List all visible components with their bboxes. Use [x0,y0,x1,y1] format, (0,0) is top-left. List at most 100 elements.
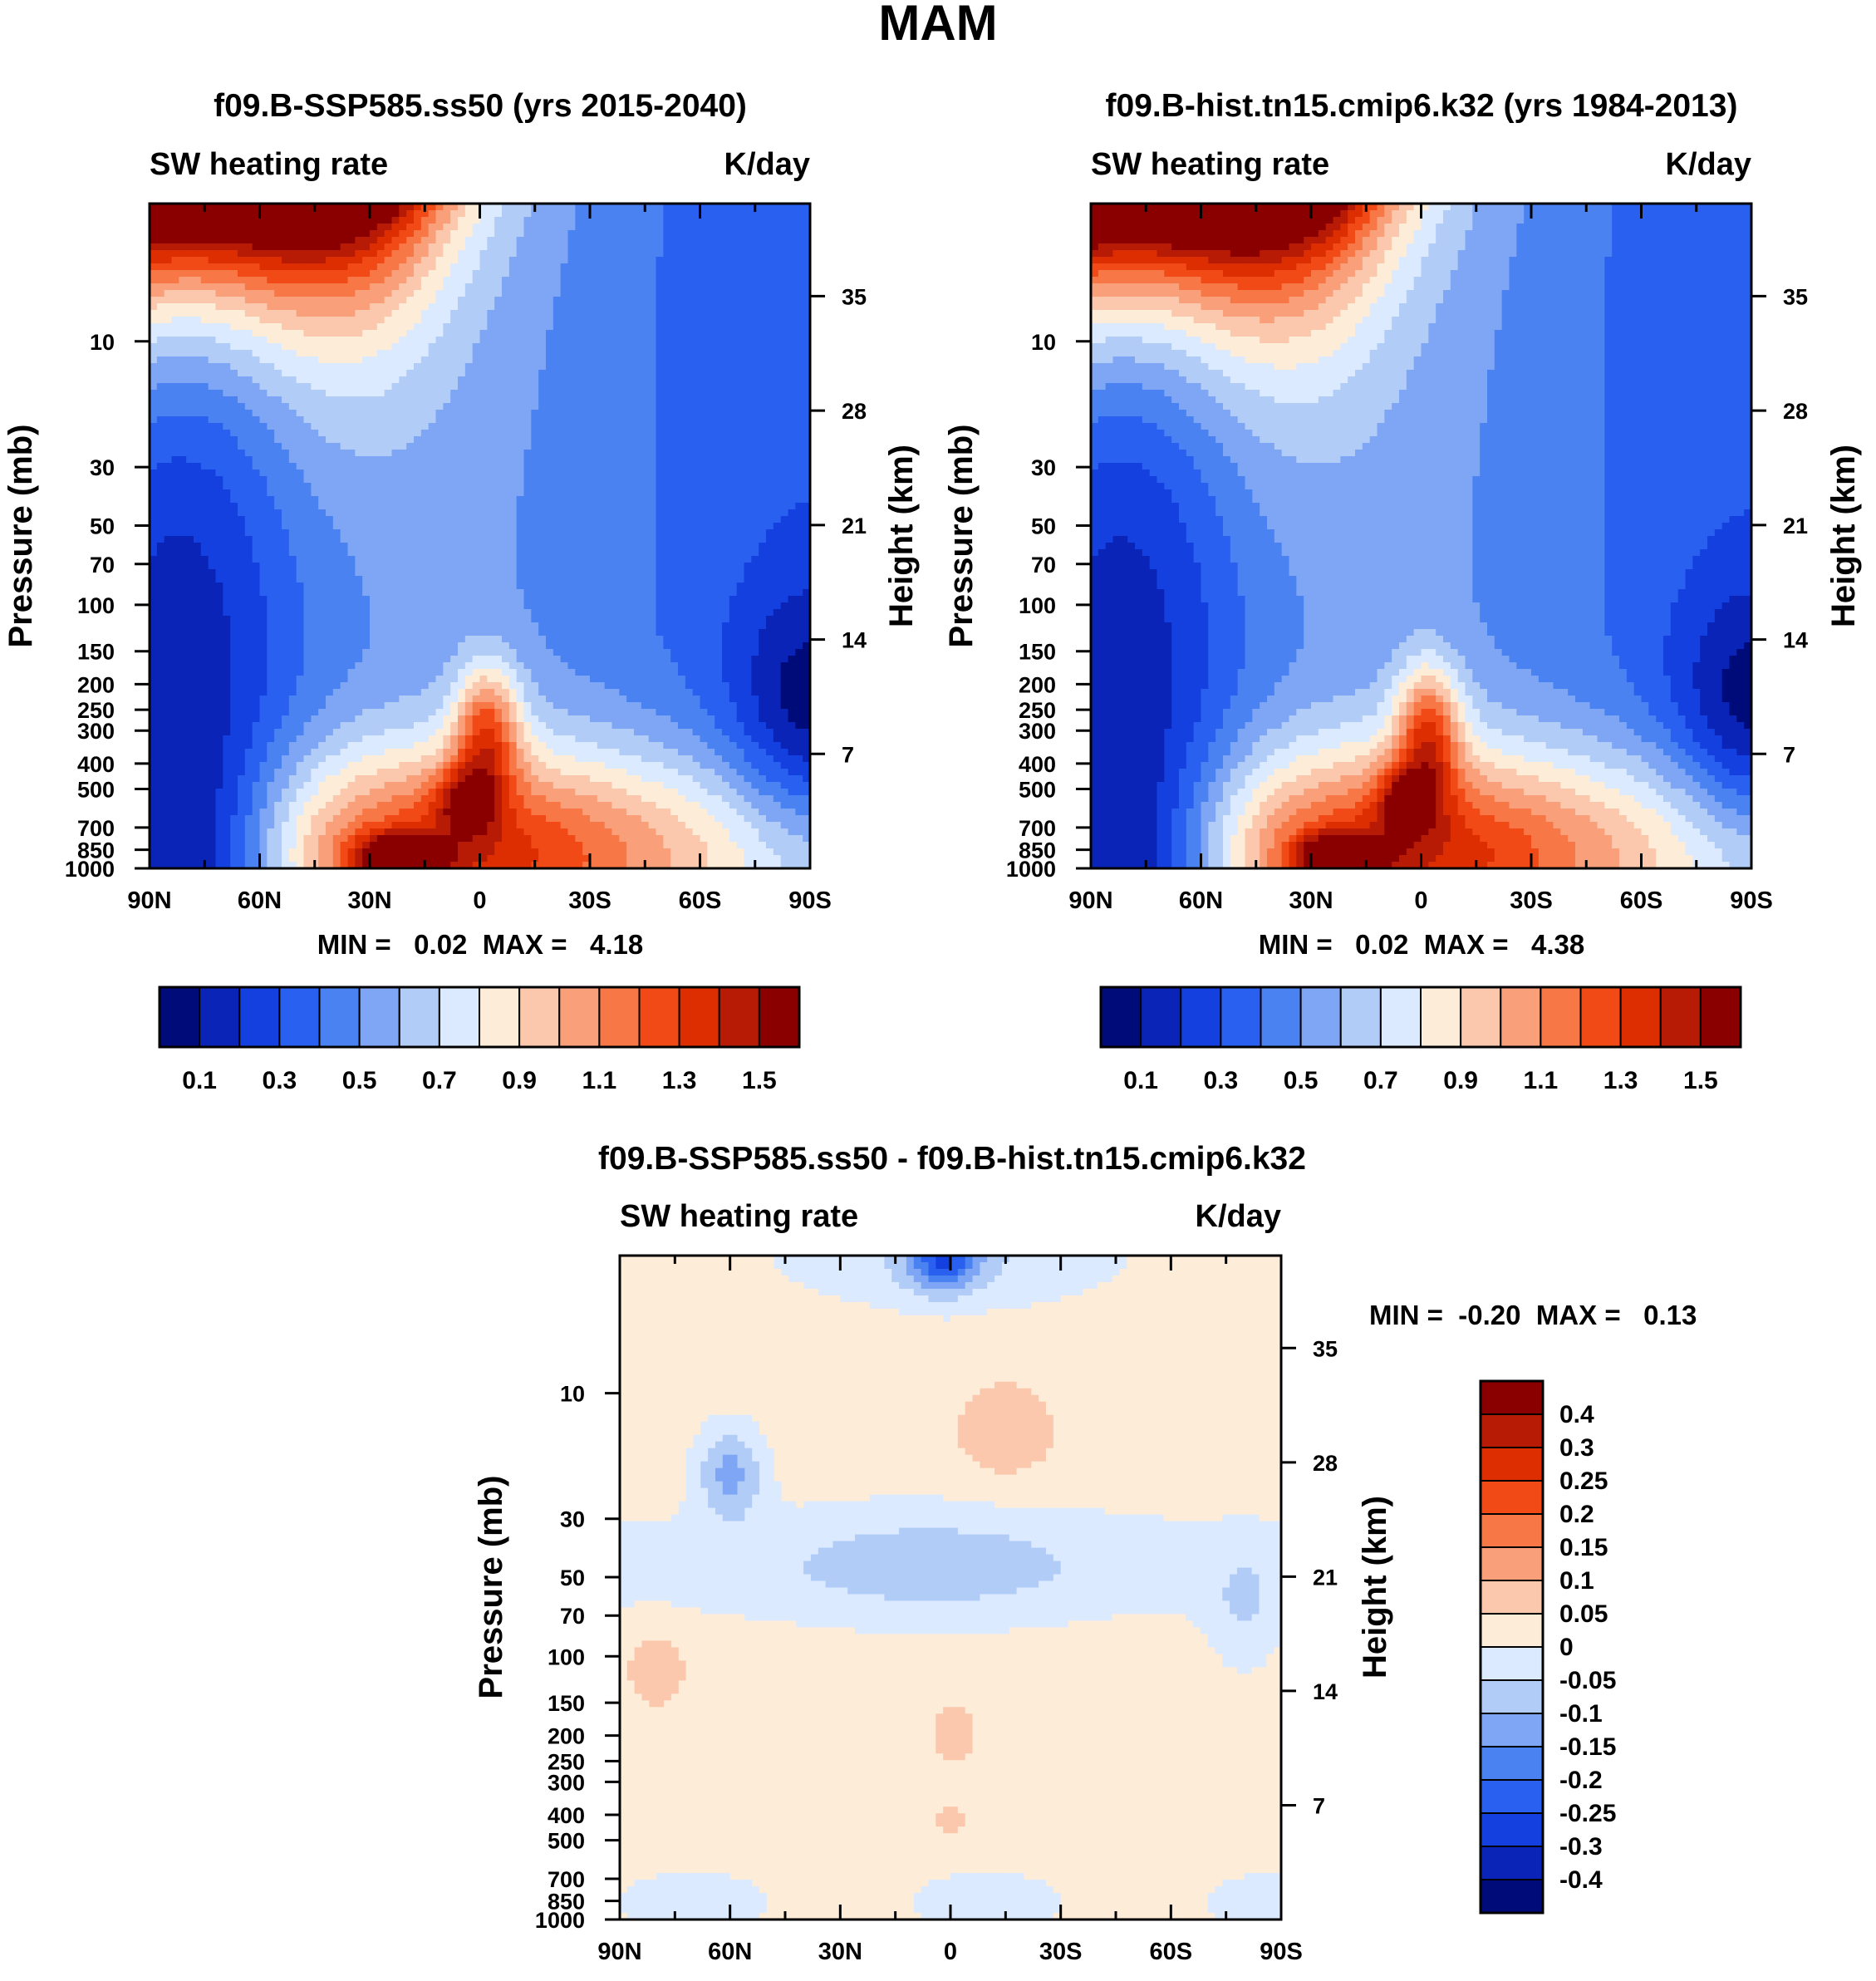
contour-cell [751,536,759,543]
contour-cell [296,469,305,477]
contour-cell [744,310,752,317]
contour-cell [347,476,356,484]
contour-cell [252,556,261,563]
contour-cell [641,483,650,490]
contour-cell [435,503,444,510]
contour-cell [156,489,165,497]
contour-cell [597,403,606,410]
contour-cell [156,516,165,524]
contour-cell [641,283,650,291]
contour-cell [311,230,319,238]
contour-cell [282,270,290,278]
contour-cell [611,330,620,337]
contour-cell [766,270,774,278]
contour-cell [502,283,510,291]
contour-cell [773,230,782,238]
contour-cell [238,423,246,430]
contour-cell [803,383,810,391]
contour-cell [531,529,539,537]
contour-cell [171,509,179,517]
contour-cell [575,283,583,291]
contour-cell [428,290,437,297]
contour-cell [670,430,679,437]
contour-cell [414,337,422,344]
contour-cell [546,257,554,264]
contour-cell [391,317,400,324]
contour-cell [663,243,671,251]
contour-cell [773,237,782,244]
contour-cell [744,443,752,450]
contour-cell [751,496,759,504]
contour-cell [641,463,650,470]
contour-cell [464,204,474,211]
contour-cell [194,217,202,224]
contour-cell [692,263,701,271]
contour-cell [267,263,275,271]
contour-cell [274,243,282,251]
contour-cell [575,317,583,324]
contour-cell [788,436,796,444]
contour-cell [200,443,209,450]
contour-cell [502,483,510,490]
contour-cell [575,277,583,284]
contour-cell [648,529,657,537]
contour-cell [340,230,349,238]
contour-cell [766,263,774,271]
contour-cell [685,489,694,497]
contour-cell [648,496,657,504]
contour-cell [670,243,679,251]
contour-cell [472,450,481,457]
contour-cell [156,270,165,278]
contour-cell [420,243,430,251]
contour-cell [560,317,569,324]
contour-cell [604,210,613,218]
contour-cell [200,556,209,563]
contour-cell [582,297,591,304]
contour-cell [663,297,671,304]
contour-cell [414,250,422,258]
contour-cell [472,277,481,284]
contour-cell [648,503,657,510]
contour-cell [700,483,708,490]
contour-cell [150,230,158,238]
contour-cell [678,337,686,344]
contour-cell [288,410,297,417]
contour-cell [303,529,312,537]
contour-cell [282,277,290,284]
contour-cell [692,230,701,238]
contour-cell [435,310,444,317]
contour-cell [523,277,532,284]
contour-cell [238,489,246,497]
contour-cell [715,423,723,430]
contour-cell [179,396,187,404]
contour-cell [156,509,165,517]
contour-cell [179,496,187,504]
contour-cell [443,297,451,304]
contour-cell [370,536,378,543]
contour-cell [406,303,415,311]
contour-cell [376,243,386,251]
contour-cell [384,343,393,351]
contour-cell [464,396,474,404]
contour-cell [508,423,518,430]
contour-cell [150,350,158,357]
contour-cell [230,563,238,570]
contour-cell [355,416,363,424]
contour-cell [670,529,679,537]
contour-cell [502,423,510,430]
contour-cell [766,423,774,430]
contour-cell [420,436,430,444]
contour-cell [766,489,774,497]
contour-cell [611,370,620,377]
contour-cell [685,543,694,550]
contour-cell [362,430,371,437]
contour-cell [238,363,246,371]
contour-cell [626,224,635,231]
contour-cell [384,403,393,410]
contour-cell [420,297,430,304]
contour-cell [670,210,679,218]
contour-cell [707,263,715,271]
contour-cell [362,536,371,543]
contour-cell [641,509,650,517]
contour-cell [464,516,474,524]
